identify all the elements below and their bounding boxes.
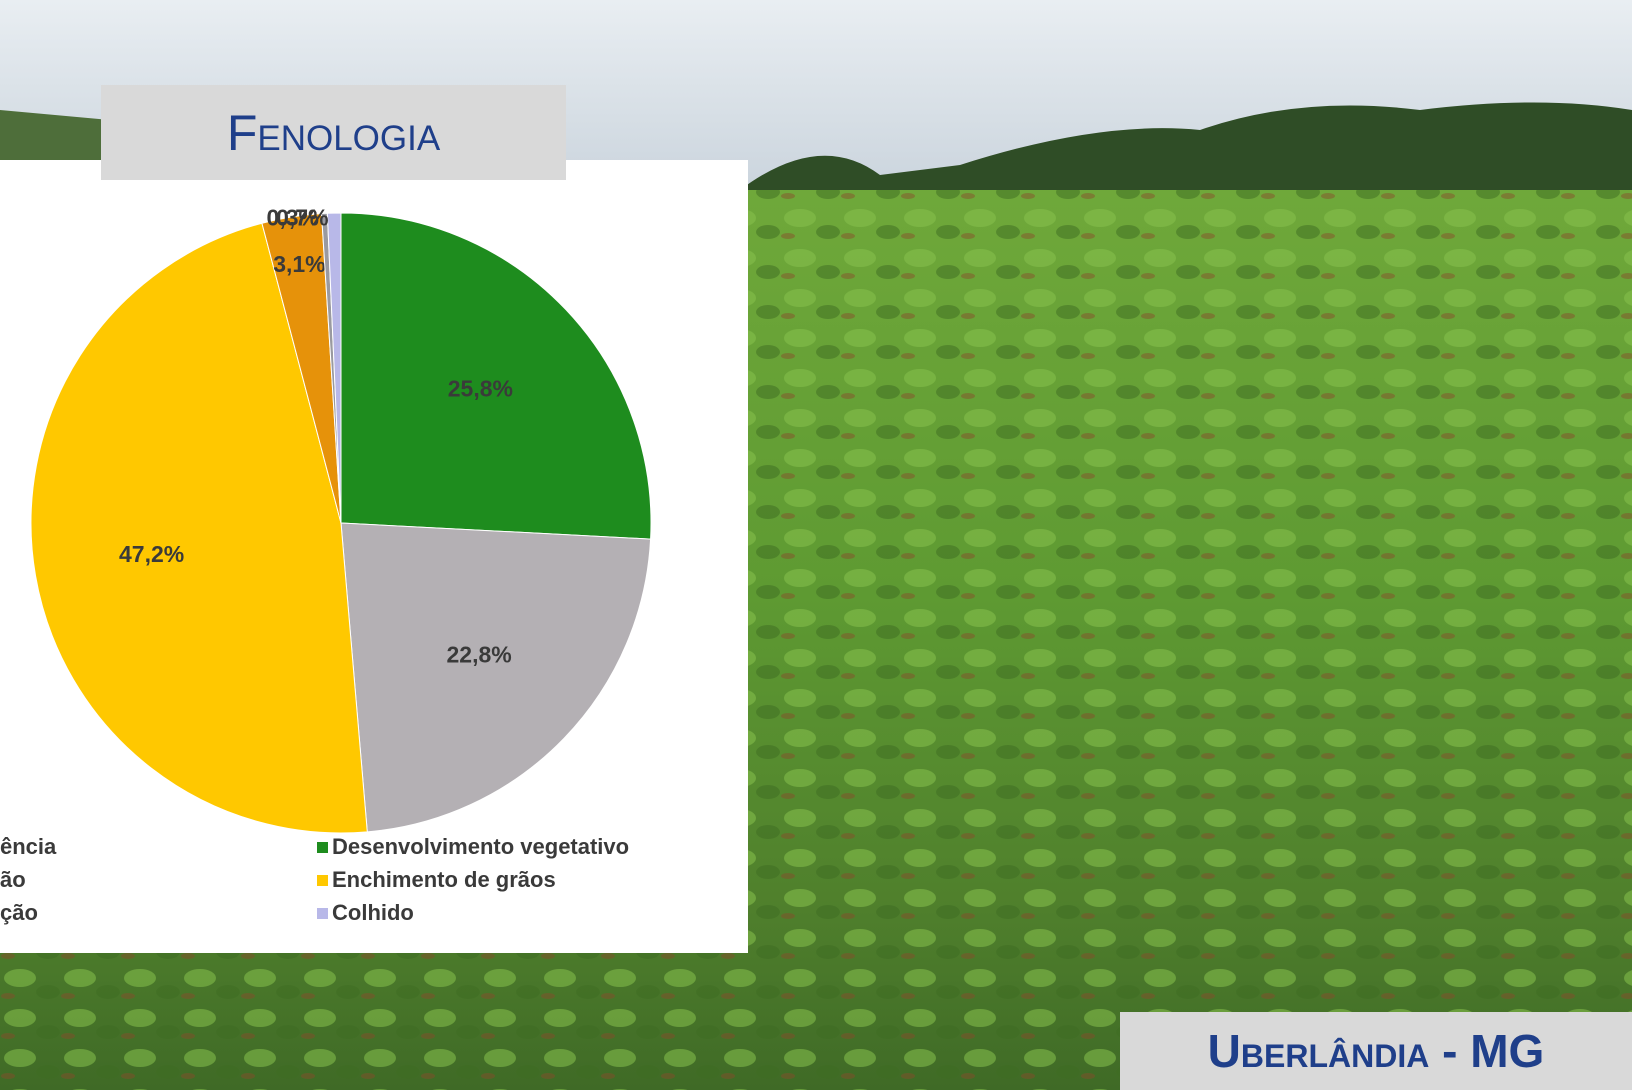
title-box: Fenologia <box>101 85 566 180</box>
slide-title: Fenologia <box>226 104 441 161</box>
pie-chart: 25,8% 22,8% 47,2% 3,1% 0,3%0,7% <box>30 204 652 834</box>
legend-label: ência <box>0 834 57 859</box>
legend-swatch <box>317 842 328 853</box>
tree-line <box>740 102 1632 200</box>
legend-label: Colhido <box>332 900 414 925</box>
pie-slice <box>340 212 652 540</box>
pie-slice <box>30 222 368 834</box>
legend-label: ção <box>0 900 38 925</box>
legend-label: Enchimento de grãos <box>332 867 556 892</box>
slice-label: 0,7% <box>276 204 328 230</box>
slice-label: 25,8% <box>448 376 513 402</box>
legend: ência Desenvolvimento vegetativo ão Enchime… <box>0 834 629 925</box>
slice-label: 22,8% <box>447 642 512 668</box>
legend-swatch <box>317 875 328 886</box>
tree-line <box>0 110 110 165</box>
pie-slice <box>326 212 342 524</box>
legend-swatch <box>317 908 328 919</box>
slice-label: 0,3% <box>267 205 319 231</box>
location: Uberlândia - MG <box>1207 1025 1545 1077</box>
legend-label: Desenvolvimento vegetativo <box>332 834 629 859</box>
location-box: Uberlândia - MG <box>1120 1012 1632 1090</box>
pie-slice <box>340 522 652 833</box>
slice-label: 3,1% <box>273 251 325 277</box>
legend-label: ão <box>0 867 26 892</box>
slice-label: 47,2% <box>119 541 184 567</box>
